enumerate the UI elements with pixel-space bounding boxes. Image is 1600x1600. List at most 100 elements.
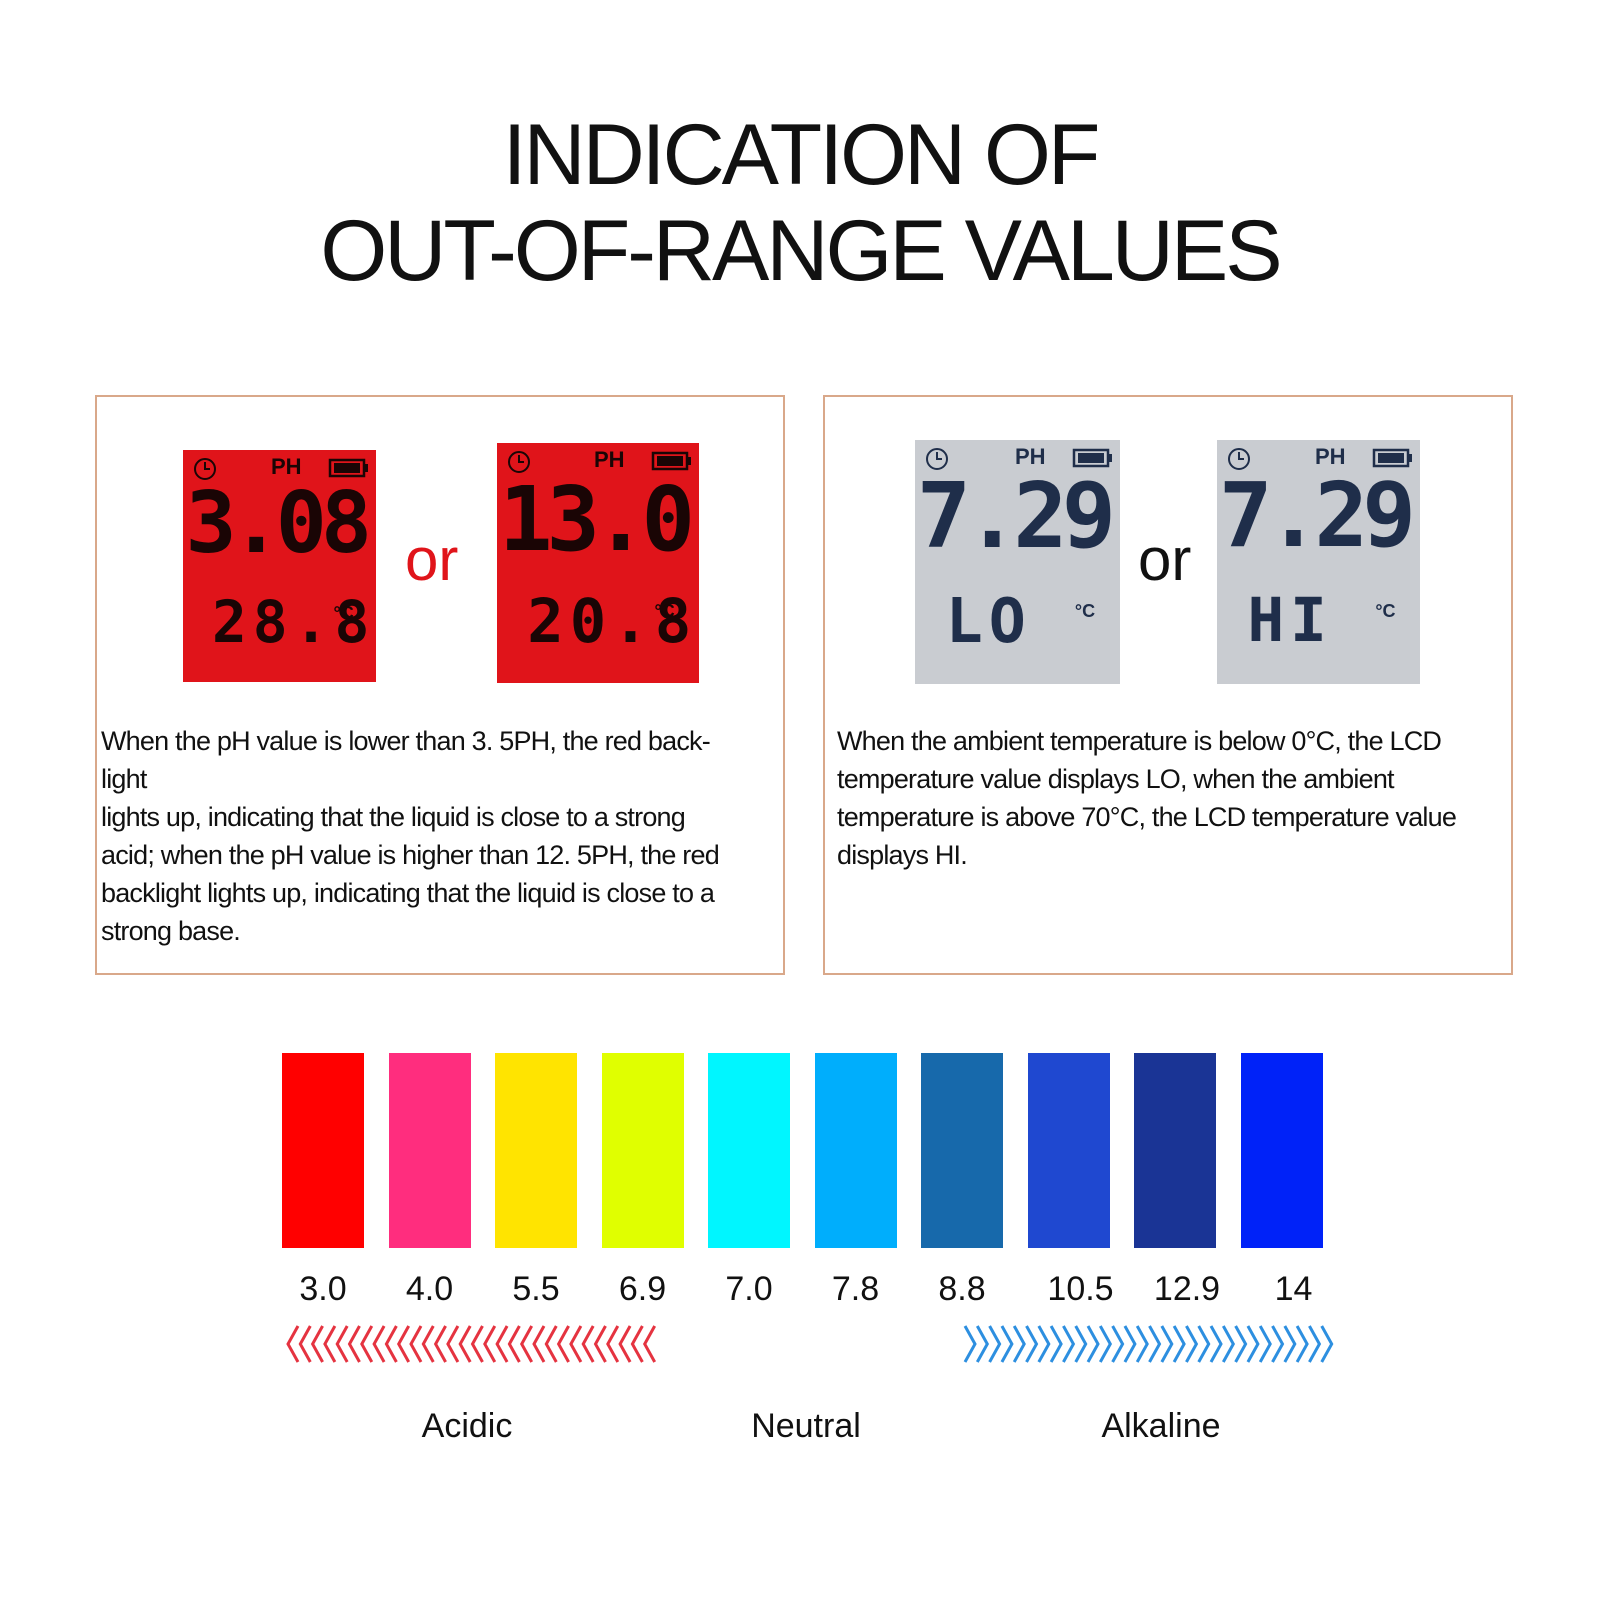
- swatch-label: 7.8: [831, 1270, 880, 1308]
- color-swatch: [388, 1053, 471, 1248]
- title-line: OUT-OF-RANGE VALUES: [320, 203, 1282, 299]
- swatch-label: 7.0: [725, 1270, 773, 1308]
- color-swatch: [814, 1053, 897, 1248]
- chevron: [1160, 1325, 1174, 1363]
- chevron: [519, 1325, 534, 1363]
- color-swatch: [708, 1053, 790, 1248]
- chevron: [298, 1325, 312, 1363]
- alkaline-arrow: [963, 1325, 1334, 1363]
- chevron: [606, 1325, 620, 1363]
- chevron: [360, 1325, 374, 1363]
- chevron: [1012, 1325, 1026, 1363]
- chevron: [372, 1325, 386, 1363]
- zone-label: Alkaline: [1101, 1407, 1221, 1445]
- lcd-unit: °C: [333, 603, 354, 624]
- chevron: [396, 1325, 411, 1363]
- swatch-label: 3.0: [299, 1270, 347, 1308]
- lcd-unit: °C: [1375, 601, 1396, 622]
- chevron: [630, 1325, 644, 1363]
- connector: or: [405, 526, 459, 593]
- swatch-label: 4.0: [405, 1270, 454, 1308]
- chevron: [1135, 1325, 1149, 1363]
- chevron: [642, 1325, 657, 1363]
- color-swatch: [282, 1053, 364, 1248]
- description-line: When the ambient temperature is below 0°…: [837, 726, 1442, 756]
- lcd-temperature: 20.8: [527, 586, 698, 657]
- lcd-value: 13.0: [498, 467, 695, 571]
- swatch-label: 12.9: [1153, 1270, 1221, 1308]
- lcd-label: PH: [1015, 444, 1046, 469]
- description-line: strong base.: [101, 916, 241, 946]
- lcd-label: PH: [1315, 444, 1346, 469]
- connector: or: [1138, 526, 1192, 593]
- lcd-temperature: LO: [945, 585, 1032, 658]
- chevron: [975, 1325, 990, 1363]
- lcd-value: 7.29: [1218, 464, 1416, 568]
- chevron: [1000, 1325, 1014, 1363]
- panel: [823, 395, 1513, 975]
- chevron: [569, 1325, 583, 1363]
- chevron: [1246, 1325, 1260, 1363]
- lcd-temperature: HI: [1247, 585, 1333, 657]
- lcd-unit: °C: [1074, 601, 1096, 622]
- direction-arrows: [286, 1325, 1334, 1363]
- chevron: [409, 1325, 423, 1363]
- lcd-temperature: 28.8: [211, 587, 376, 656]
- chevron: [347, 1325, 361, 1363]
- chevron: [1111, 1325, 1125, 1363]
- chevron: [433, 1325, 447, 1363]
- color-swatch: [601, 1053, 684, 1248]
- chevron: [532, 1325, 546, 1363]
- color-swatch: [1027, 1053, 1110, 1248]
- chevron: [556, 1325, 570, 1363]
- chevron: [1037, 1325, 1051, 1363]
- chevron: [286, 1325, 300, 1363]
- chevron: [544, 1325, 558, 1363]
- swatch-label: 6.9: [618, 1270, 667, 1308]
- chevron: [1234, 1325, 1248, 1363]
- description: When the ambient temperature is below 0°…: [837, 722, 1511, 874]
- chevron: [335, 1325, 349, 1363]
- chevron: [421, 1325, 435, 1363]
- color-swatch: [1134, 1053, 1216, 1248]
- chevron: [1271, 1325, 1285, 1363]
- swatch-label: 5.5: [512, 1270, 560, 1308]
- panel: [95, 395, 785, 975]
- lcd-unit: °C: [654, 601, 675, 622]
- lcd-display: PH 7.29 LO °C: [915, 440, 1120, 684]
- chevron: [963, 1325, 977, 1363]
- chevron: [1221, 1325, 1236, 1363]
- chevron: [1098, 1325, 1113, 1363]
- chevron: [458, 1325, 472, 1363]
- chevron: [1025, 1325, 1039, 1363]
- chevron: [988, 1325, 1002, 1363]
- chevron: [1185, 1325, 1199, 1363]
- chevron: [446, 1325, 460, 1363]
- chevron: [1123, 1325, 1137, 1363]
- lcd-label: PH: [271, 454, 302, 479]
- lcd-value: 7.29: [916, 464, 1116, 569]
- acid-arrow: [286, 1325, 657, 1363]
- description-line: temperature value displays LO, when the …: [837, 764, 1395, 794]
- chevron: [1283, 1325, 1297, 1363]
- chevron: [1197, 1325, 1211, 1363]
- chevron: [384, 1325, 398, 1363]
- chevron: [1148, 1325, 1162, 1363]
- color-swatch: [495, 1053, 577, 1248]
- chevron: [1062, 1325, 1076, 1363]
- chevron: [1086, 1325, 1100, 1363]
- chevron: [507, 1325, 521, 1363]
- title-line: INDICATION OF: [502, 107, 1101, 203]
- color-swatch: [921, 1053, 1003, 1248]
- chevron: [323, 1325, 337, 1363]
- description-line: light: [101, 764, 147, 794]
- lcd-icons: [926, 448, 1112, 470]
- lcd-value: 3.08: [185, 474, 372, 573]
- description-line: displays HI.: [837, 840, 968, 870]
- lcd-label: PH: [594, 447, 625, 472]
- chevron: [1074, 1325, 1088, 1363]
- chevron: [495, 1325, 509, 1363]
- swatch-label: 14: [1274, 1270, 1313, 1308]
- lcd-display: PH 7.29 HI °C: [1217, 440, 1420, 684]
